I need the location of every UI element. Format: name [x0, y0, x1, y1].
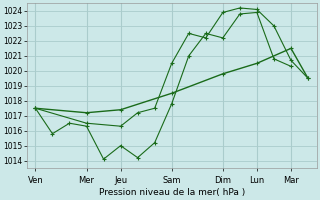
X-axis label: Pression niveau de la mer( hPa ): Pression niveau de la mer( hPa ) — [99, 188, 245, 197]
